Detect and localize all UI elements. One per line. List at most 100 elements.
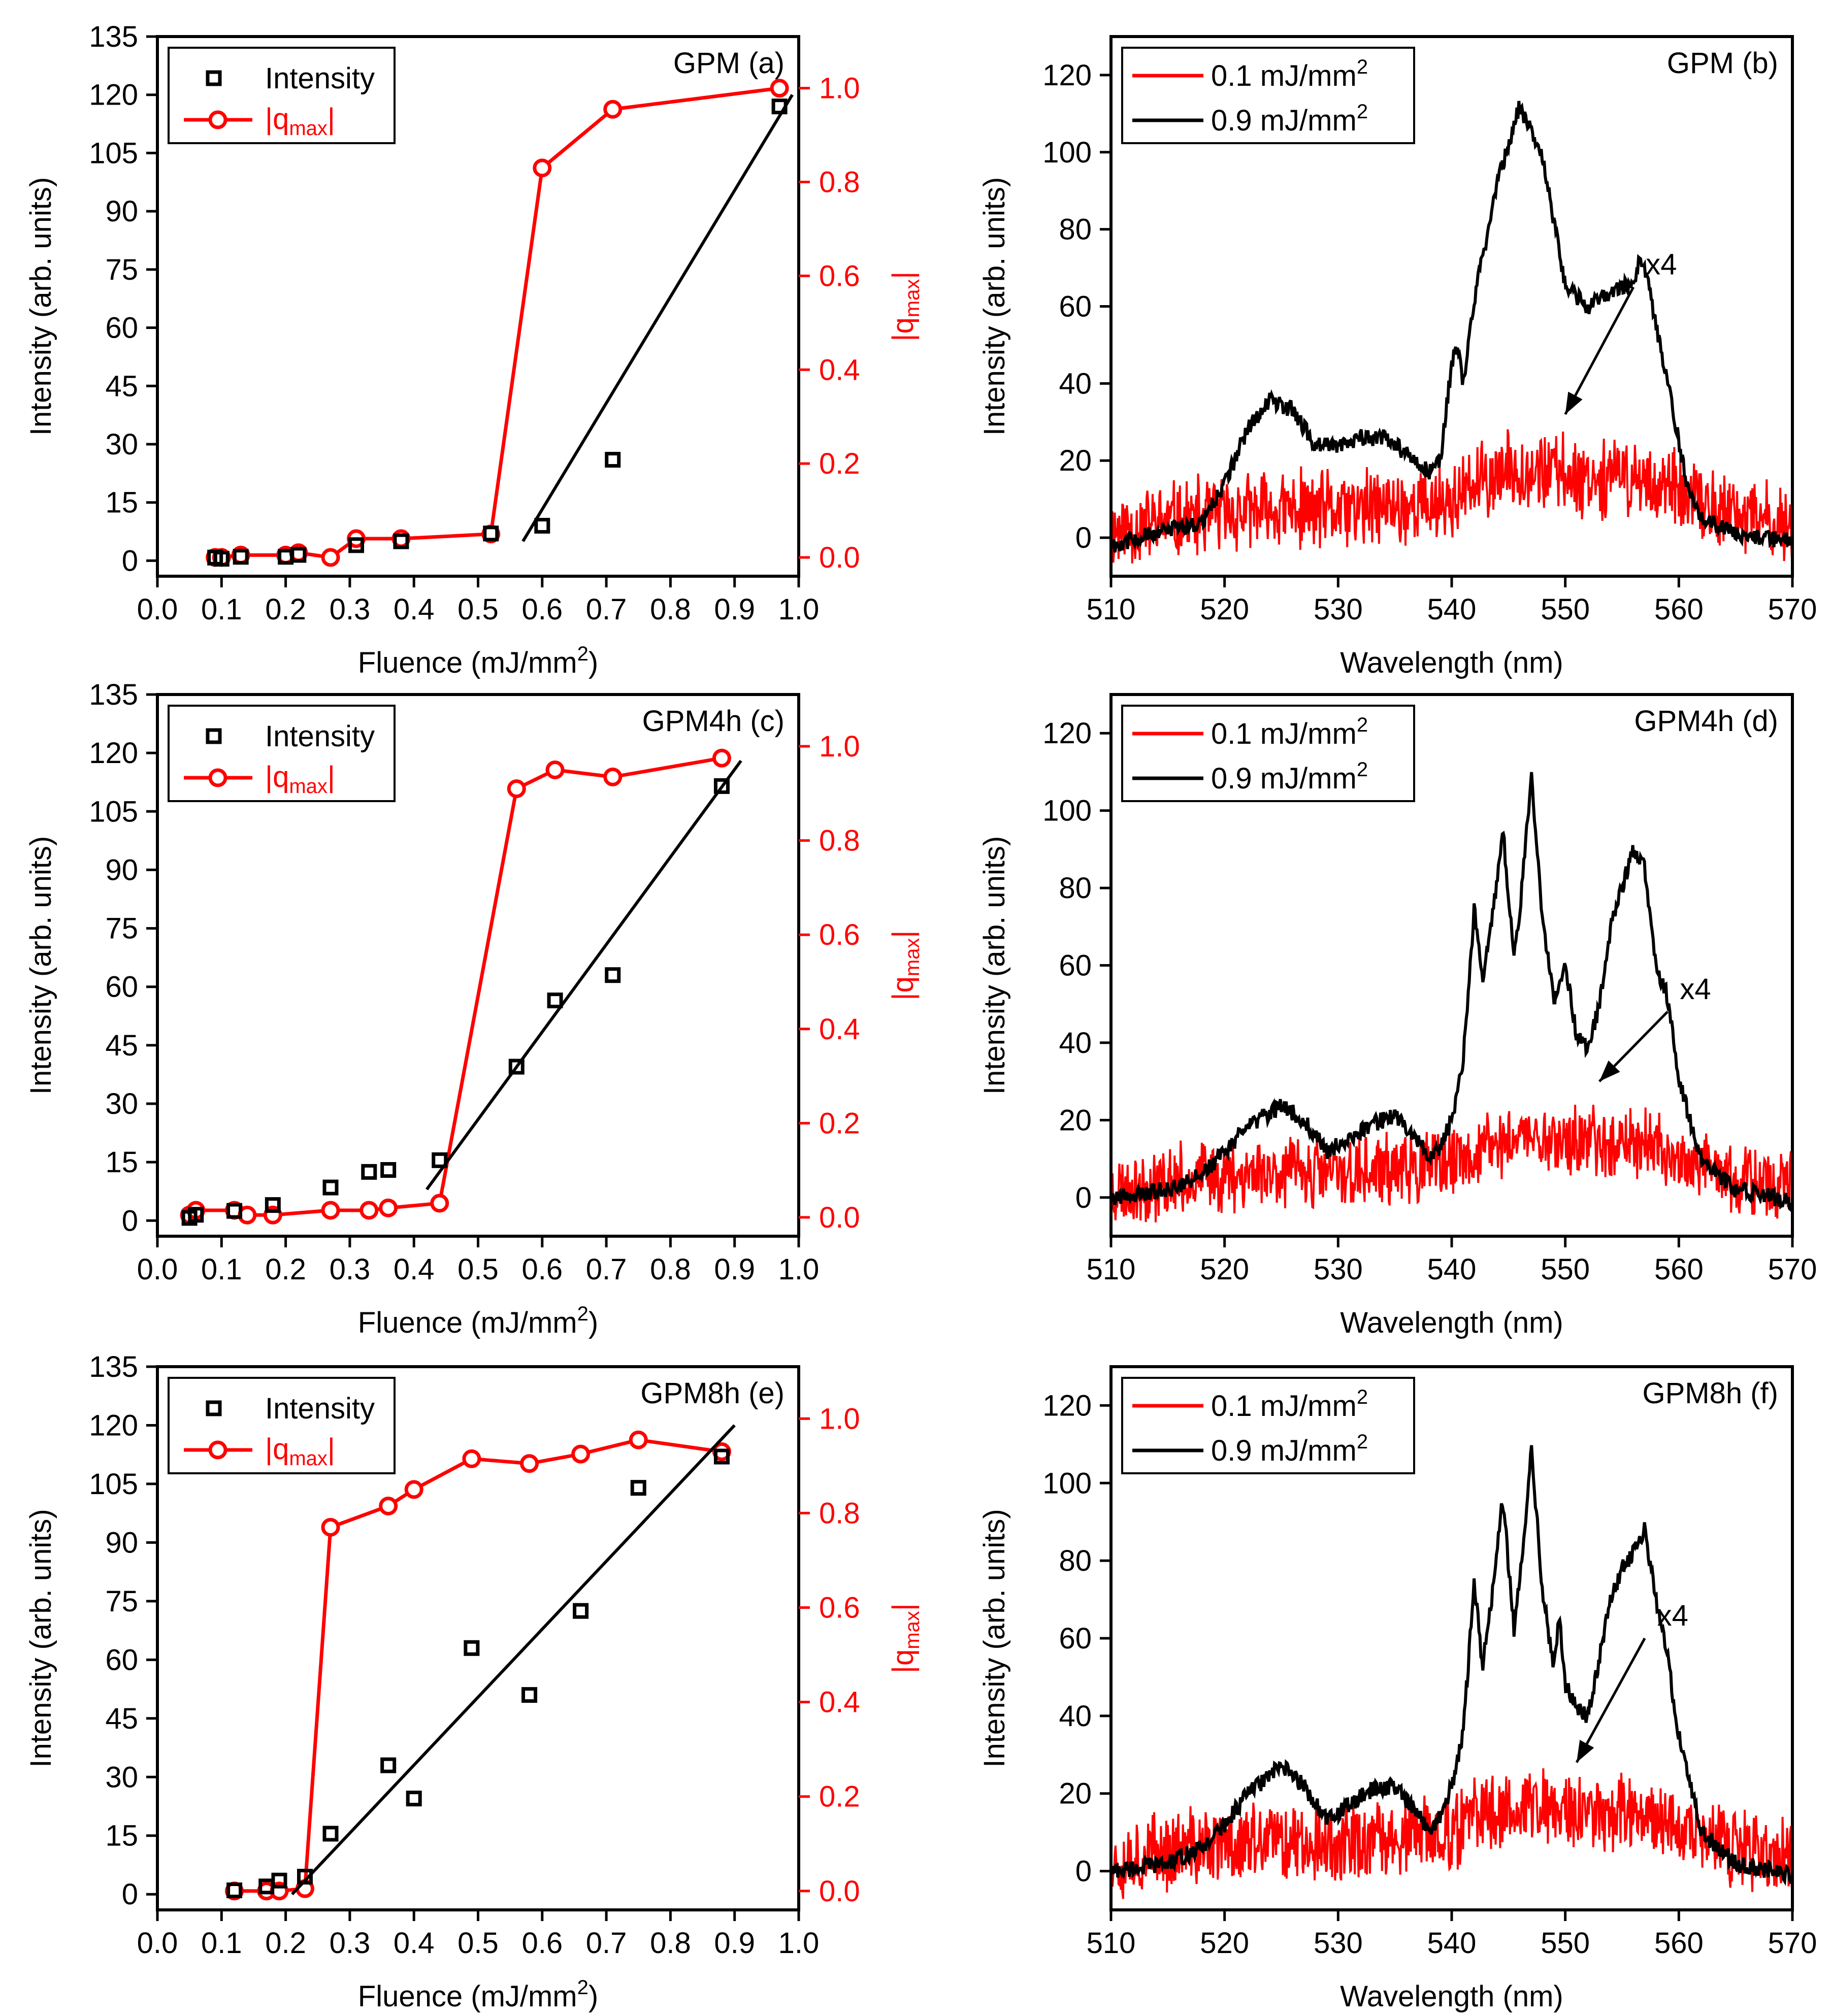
panel-e: 0.0 0.1 0.2 0.3 0.4 0.5 0.6 0.7 0.8 0.9 1.0 0 15 30 45… — [24, 1350, 924, 2013]
y-tick-label: 60 — [105, 1643, 138, 1676]
x-tick-label: 0.9 — [714, 1253, 755, 1286]
intensity-series — [207, 98, 788, 567]
intensity-point — [233, 549, 249, 565]
y-tick-label: 120 — [89, 79, 138, 112]
q-max-point — [507, 779, 526, 799]
y-tick-label: 60 — [1059, 1622, 1092, 1655]
x-axis-label: Wavelength (nm) — [1340, 1306, 1563, 1339]
y2-tick-label: 0.8 — [819, 166, 860, 199]
intensity-point — [290, 547, 307, 563]
y-tick-label: 40 — [1059, 1027, 1092, 1060]
x-tick-label: 1.0 — [778, 1253, 820, 1286]
x-tick-label: 0.5 — [457, 1927, 499, 1960]
q-max-point — [379, 1198, 398, 1217]
y-tick-label: 0 — [1075, 521, 1092, 554]
y-tick-label: 15 — [105, 1146, 138, 1179]
intensity-series — [181, 778, 730, 1226]
x-tick-label: 550 — [1541, 593, 1590, 626]
y-tick-label: 105 — [89, 795, 138, 828]
legend-label: 0.9 mJ/mm2 — [1211, 1431, 1368, 1467]
legend-box — [1121, 705, 1415, 802]
y-tick-label: 30 — [105, 1087, 138, 1120]
x-tick-label: 0.1 — [201, 1253, 242, 1286]
x-tick-label: 530 — [1314, 1253, 1363, 1286]
y2-tick-label: 1.0 — [819, 730, 860, 763]
x-tick-label: 0.1 — [201, 1927, 242, 1960]
intensity-point — [713, 1448, 730, 1465]
x-tick-label: 0.4 — [394, 593, 435, 626]
panel-a: 0.0 0.1 0.2 0.3 0.4 0.5 0.6 0.7 0.8 0.9 1.0 0 15 30 45… — [24, 20, 924, 679]
q-max-point — [430, 1194, 449, 1213]
x-tick-label: 540 — [1427, 1927, 1477, 1960]
y-tick-label: 90 — [105, 853, 138, 886]
x-tick-label: 0.3 — [330, 1927, 371, 1960]
q-max-point — [404, 1480, 423, 1499]
y-tick-label: 0 — [122, 544, 138, 577]
x-tick-label: 0.7 — [586, 1927, 627, 1960]
intensity-point — [432, 1152, 448, 1168]
y2-tick-label: 0.8 — [819, 1497, 860, 1530]
y2-tick-label: 0.4 — [819, 1686, 860, 1719]
x-tick-label: 0.5 — [457, 593, 499, 626]
y-tick-label: 120 — [1042, 1389, 1092, 1422]
spectrum-high-fluence — [1111, 772, 1792, 1213]
legend-intensity-label: Intensity — [265, 720, 375, 753]
intensity-point — [573, 1603, 589, 1619]
legend-intensity-marker — [206, 1400, 222, 1416]
y-tick-label: 0 — [1075, 1181, 1092, 1214]
x-tick-label: 530 — [1314, 593, 1363, 626]
annotation-label: x4 — [1646, 248, 1677, 281]
x-tick-label: 520 — [1200, 1253, 1249, 1286]
y-tick-label: 60 — [105, 312, 138, 345]
q-max-line — [188, 756, 723, 1217]
y-tick-label: 20 — [1059, 1777, 1092, 1810]
x-tick-label: 560 — [1654, 593, 1704, 626]
q-max-point — [321, 1201, 340, 1220]
panel-title: GPM8h (e) — [640, 1377, 784, 1410]
x-tick-label: 0.6 — [521, 593, 563, 626]
intensity-point — [226, 1882, 243, 1899]
intensity-point — [605, 452, 621, 468]
y-tick-label: 0 — [122, 1204, 138, 1237]
y-tick-label: 0 — [1075, 1855, 1092, 1888]
x-tick-label: 0.4 — [394, 1927, 435, 1960]
annotation-arrow — [1575, 1637, 1646, 1763]
y-tick-label: 135 — [89, 678, 138, 711]
x-tick-label: 0.2 — [265, 1927, 306, 1960]
y-tick-label: 90 — [105, 195, 138, 228]
y2-tick-label: 0.0 — [819, 1201, 860, 1234]
y-tick-label: 100 — [1042, 795, 1092, 828]
x-tick-label: 1.0 — [778, 593, 820, 626]
y-tick-label: 120 — [89, 737, 138, 770]
q-max-series — [225, 1430, 731, 1901]
legend-intensity-label: Intensity — [265, 62, 375, 95]
y-tick-label: 120 — [1042, 59, 1092, 92]
legend-label: 0.9 mJ/mm2 — [1211, 758, 1368, 795]
x-tick-label: 0.1 — [201, 593, 242, 626]
q-max-line — [215, 86, 780, 559]
y2-axis-label: |qmax| — [887, 1603, 924, 1673]
panel-title: GPM8h (f) — [1643, 1377, 1779, 1410]
y2-tick-label: 0.0 — [819, 1875, 860, 1908]
y-tick-label: 40 — [1059, 1700, 1092, 1733]
q-max-point — [545, 760, 565, 779]
legend-q-marker — [208, 768, 227, 787]
x-tick-label: 0.0 — [137, 1253, 178, 1286]
legend-box — [1121, 1377, 1415, 1474]
annotation-arrowhead — [1577, 1740, 1594, 1763]
x-tick-label: 0.2 — [265, 593, 306, 626]
x-tick-label: 510 — [1087, 1253, 1136, 1286]
q-max-point — [629, 1430, 648, 1449]
spectrum-high-fluence — [1111, 101, 1792, 553]
y-tick-label: 30 — [105, 1761, 138, 1794]
x-axis-label: Fluence (mJ/mm2) — [358, 1303, 598, 1339]
legend-intensity-marker — [206, 728, 222, 744]
y-tick-label: 105 — [89, 1468, 138, 1501]
intensity-point — [361, 1164, 377, 1180]
y2-axis-label: |qmax| — [887, 931, 924, 1001]
x-tick-label: 540 — [1427, 1253, 1477, 1286]
y2-tick-label: 0.4 — [819, 1013, 860, 1046]
x-tick-label: 0.7 — [586, 593, 627, 626]
legend: 0.1 mJ/mm2 0.9 mJ/mm2 — [1121, 47, 1415, 144]
legend-box — [1121, 47, 1415, 144]
